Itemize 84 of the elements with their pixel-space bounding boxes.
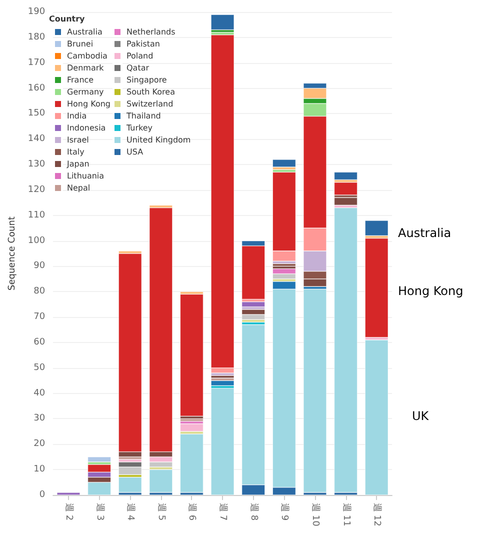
x-tick-label: 週 9 [279,503,290,521]
y-tick-label: 60 [34,337,46,348]
x-tick-label: 週 5 [156,503,167,521]
y-tick-label: 70 [34,312,46,322]
legend-label: Netherlands [126,28,176,36]
y-tick-label: 30 [34,414,46,424]
legend-label: Pakistan [126,40,160,48]
legend-label: Israel [67,136,89,144]
y-tick-label: 40 [34,388,46,398]
bar [88,456,111,462]
bar [210,388,234,495]
y-tick-label: 130 [28,160,46,170]
y-tick-label: 50 [34,362,46,373]
legend-title: Country [49,14,86,24]
bar [180,294,204,416]
legend-label: Brunei [67,40,94,48]
y-tick-label: 10 [34,464,46,475]
legend-label: France [67,76,94,84]
bar [365,340,388,495]
bar [118,477,142,492]
legend-label: Cambodia [67,52,108,60]
bar [334,172,358,180]
text: Australia [398,226,452,240]
bar [365,238,388,338]
bar [334,182,358,196]
x-tick-label: 週 6 [186,503,198,521]
bar [272,159,296,168]
legend-label: Lithuania [67,172,104,180]
bar [365,220,388,236]
bar [56,492,80,495]
legend-label: South Korea [126,88,176,96]
y-tick-label: 170 [28,58,46,68]
y-tick-label: 80 [34,286,46,297]
bar [272,264,296,266]
bar [303,289,327,492]
bar [149,470,172,492]
y-axis-title: Sequence Count [8,216,18,290]
bar [180,418,204,422]
bar [210,14,234,30]
legend-label: Germany [67,88,104,96]
legend-label: Qatar [126,64,150,72]
legend-label: Indonesia [67,124,106,132]
bar [334,208,358,492]
x-tick-label: 週 11 [340,503,352,526]
y-tick-label: 180 [28,32,46,42]
y-tick-label: 150 [28,108,46,119]
bar [242,302,265,307]
legend-label: Singapore [126,76,167,84]
y-tick-label: 20 [34,439,46,450]
legend-label: Turkey [125,124,153,132]
x-tick-label: 週 2 [63,503,74,521]
y-tick-label: 90 [34,261,46,272]
text: UK [412,409,430,423]
legend-label: India [67,112,87,120]
legend-label: Italy [67,148,85,156]
y-tick-label: 100 [28,236,46,246]
legend-label: Nepal [67,184,90,192]
legend-label: USA [126,148,144,156]
y-tick-label: 190 [28,7,46,17]
y-tick-label: 0 [39,490,46,500]
legend-label: Switzerland [126,100,174,108]
bar [180,424,204,432]
legend-label: Poland [126,52,154,60]
legend-label: Denmark [67,64,104,72]
legend-label: Thailand [125,112,161,120]
legend-label: Hong Kong [67,100,110,108]
legend-label: Australia [67,28,102,36]
x-tick-label: 週 12 [372,503,383,526]
y-tick-label: 110 [28,210,46,220]
legend-label: Japan [66,160,90,168]
legend-label: United Kingdom [126,136,191,144]
x-tick-label: 週 4 [125,503,136,521]
text: Hong Kong [398,284,464,298]
x-tick-label: 週 8 [248,503,260,521]
bar [334,198,358,206]
bar [210,376,234,378]
y-tick-label: 120 [28,184,46,195]
bar [210,380,234,386]
bar [180,434,204,492]
y-tick-label: 140 [28,134,46,144]
y-tick-label: 160 [28,83,46,94]
x-tick-label: 週 7 [218,503,229,521]
x-tick-label: 週 10 [310,503,321,527]
x-tick-label: 週 3 [94,503,106,521]
